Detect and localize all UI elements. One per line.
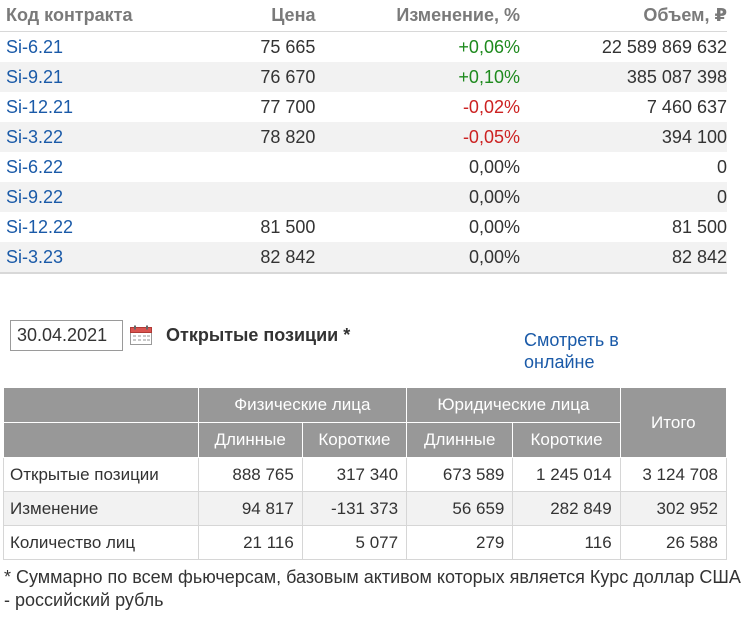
header-change[interactable]: Изменение, % <box>315 0 520 32</box>
contracts-header-row: Код контракта Цена Изменение, % Объем, ₽ <box>0 0 727 32</box>
header-volume[interactable]: Объем, ₽ <box>519 0 727 32</box>
table-row: Количество лиц 21 116 5 077 279 116 26 5… <box>3 525 728 560</box>
header-individuals-long: Длинные <box>197 422 303 458</box>
header-total: Итого <box>619 387 728 458</box>
positions-subheader-row: Длинные Короткие Длинные Короткие <box>3 422 727 458</box>
individuals-long-cell: 94 817 <box>197 491 303 526</box>
table-row: Si-3.22 78 820 -0,05% 394 100 <box>0 122 727 152</box>
footnote: * Суммарно по всем фьючерсам, базовым ак… <box>4 567 741 610</box>
contract-link[interactable]: Si-9.21 <box>6 66 64 87</box>
volume-cell: 385 087 398 <box>519 62 727 92</box>
change-cell: 0,00% <box>468 216 520 237</box>
change-cell: -0,02% <box>462 96 520 117</box>
legal-short-cell: 1 245 014 <box>512 457 621 492</box>
price-cell <box>204 152 315 182</box>
price-cell: 78 820 <box>204 122 316 152</box>
change-cell: 0,00% <box>315 182 520 212</box>
legal-short-cell: 116 <box>512 525 621 560</box>
legal-long-cell: 56 659 <box>406 491 514 526</box>
contract-link[interactable]: Si-3.23 <box>6 246 64 267</box>
legal-long-cell: 673 589 <box>406 457 514 492</box>
table-row: Изменение 94 817 -131 373 56 659 282 849… <box>3 491 728 526</box>
individuals-short-cell: 317 340 <box>301 457 408 492</box>
volume-cell: 22 589 869 632 <box>601 36 727 57</box>
contracts-table: Код контракта Цена Изменение, % Объем, ₽… <box>0 0 727 274</box>
volume-cell: 82 842 <box>519 242 727 274</box>
change-cell: 0,00% <box>315 242 520 274</box>
row-label: Изменение <box>3 491 199 526</box>
price-cell: 75 665 <box>260 36 316 57</box>
table-row: Si-9.22 0,00% 0 <box>0 182 727 212</box>
row-label: Открытые позиции <box>3 457 199 492</box>
change-cell: 0,00% <box>468 156 520 177</box>
header-contract-code[interactable]: Код контракта <box>0 0 205 32</box>
price-cell <box>204 182 316 212</box>
header-legal-entities: Юридические лица <box>406 387 621 423</box>
price-cell: 76 670 <box>204 62 316 92</box>
individuals-long-cell: 888 765 <box>197 457 303 492</box>
total-cell: 3 124 708 <box>619 457 728 492</box>
change-cell: -0,05% <box>315 122 520 152</box>
calendar-icon[interactable] <box>130 325 152 345</box>
volume-cell: 81 500 <box>671 216 727 237</box>
contract-link[interactable]: Si-3.22 <box>6 126 64 147</box>
individuals-short-cell: -131 373 <box>301 491 408 526</box>
volume-cell: 0 <box>519 182 727 212</box>
price-cell: 82 842 <box>204 242 316 274</box>
price-cell: 77 700 <box>260 96 316 117</box>
positions-header-row: Физические лица Юридические лица Итого <box>3 387 728 458</box>
contract-link[interactable]: Si-12.21 <box>6 96 74 117</box>
view-online-link[interactable]: Смотреть в онлайне <box>524 330 619 372</box>
contract-link[interactable]: Si-12.22 <box>6 216 74 237</box>
open-positions-table: Физические лица Юридические лица Итого Д… <box>3 387 728 560</box>
open-positions-title: Открытые позиции * <box>166 325 351 345</box>
price-cell: 81 500 <box>260 216 316 237</box>
header-empty <box>3 422 199 458</box>
header-empty <box>3 387 199 423</box>
table-row: Si-6.21 75 665 +0,06% 22 589 869 632 <box>0 32 727 63</box>
table-row: Открытые позиции 888 765 317 340 673 589… <box>3 457 728 492</box>
header-price[interactable]: Цена <box>204 0 316 32</box>
header-legal-long: Длинные <box>406 422 514 458</box>
contract-link[interactable]: Si-6.22 <box>6 156 64 177</box>
volume-cell: 0 <box>716 156 727 177</box>
date-input[interactable] <box>10 320 123 351</box>
header-individuals-short: Короткие <box>301 422 408 458</box>
table-row: Si-12.22 81 500 0,00% 81 500 <box>0 212 727 242</box>
contract-link[interactable]: Si-6.21 <box>6 36 64 57</box>
table-row: Si-6.22 0,00% 0 <box>0 152 727 182</box>
individuals-short-cell: 5 077 <box>301 525 408 560</box>
volume-cell: 394 100 <box>519 122 727 152</box>
table-row: Si-9.21 76 670 +0,10% 385 087 398 <box>0 62 727 92</box>
change-cell: +0,06% <box>458 36 520 57</box>
contract-link[interactable]: Si-9.22 <box>6 186 64 207</box>
change-cell: +0,10% <box>315 62 520 92</box>
header-legal-short: Короткие <box>512 422 621 458</box>
legal-long-cell: 279 <box>406 525 514 560</box>
table-row: Si-12.21 77 700 -0,02% 7 460 637 <box>0 92 727 122</box>
volume-cell: 7 460 637 <box>646 96 727 117</box>
individuals-long-cell: 21 116 <box>197 525 303 560</box>
header-individuals: Физические лица <box>197 387 408 423</box>
total-cell: 302 952 <box>619 491 728 526</box>
table-row: Si-3.23 82 842 0,00% 82 842 <box>0 242 727 274</box>
total-cell: 26 588 <box>619 525 728 560</box>
legal-short-cell: 282 849 <box>512 491 621 526</box>
row-label: Количество лиц <box>3 525 199 560</box>
